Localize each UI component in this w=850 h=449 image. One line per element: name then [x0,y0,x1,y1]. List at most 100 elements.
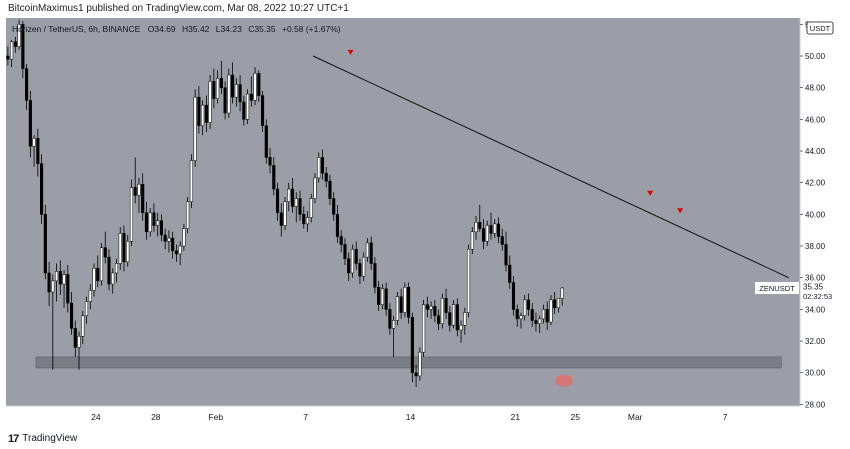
y-tick-label: 42.00 [805,179,826,188]
candle [204,95,208,133]
candle [208,75,212,129]
candle [290,177,295,213]
price-chart[interactable]: 52.0050.0048.0046.0044.0042.0040.0038.00… [0,18,850,429]
candle [373,257,377,294]
candle [219,60,223,95]
y-tick-label: 46.00 [805,115,826,124]
candle [317,152,321,183]
candle [81,310,85,345]
time-axis[interactable] [6,406,800,429]
candle [234,78,238,107]
candle [541,304,546,324]
candle [212,68,216,109]
candle [362,252,366,281]
candle [21,21,25,79]
candle [126,234,130,267]
candle [410,312,414,383]
candle [422,299,426,357]
candle [556,298,560,313]
candle [141,173,145,221]
candle [414,364,418,387]
resistance-trendline[interactable] [312,55,789,279]
candle [178,241,182,266]
x-tick-label: Mar [628,412,643,422]
candle [440,293,444,329]
candle [201,100,205,136]
candle [474,215,478,240]
y-tick-label: 50.00 [805,52,826,61]
candle [429,301,433,319]
candle [156,212,160,237]
candle [481,219,486,250]
candle [62,269,66,308]
candle [526,293,531,316]
candle [69,291,74,335]
candle [500,228,504,251]
candle [384,282,388,316]
candle [448,306,452,332]
candle [137,177,141,213]
candle [354,241,358,270]
candle [122,225,126,272]
candle [28,90,32,158]
candle [111,268,115,294]
candle [287,182,291,212]
candle [485,220,489,247]
candle [392,315,396,357]
candle [294,192,298,223]
candle [335,204,340,243]
candle [275,182,280,221]
candle [496,217,501,243]
candle [313,173,317,204]
candle [174,244,178,262]
candle [279,203,283,237]
candle [264,119,268,164]
y-tick-label: 36.00 [805,274,826,283]
candle [560,286,564,306]
candle [118,227,122,270]
candle [350,244,354,278]
candle [339,230,343,253]
candle [25,63,29,110]
currency-badge[interactable]: USDT [806,21,834,35]
x-tick-label: 14 [406,412,416,422]
highlight-circle [555,374,574,387]
candle [538,315,542,334]
candle [43,204,47,280]
tradingview-logo-icon: 17 [8,433,19,445]
y-tick-label: 38.00 [805,242,826,251]
candle [459,320,463,343]
candle [159,214,163,242]
candle [455,298,459,337]
open-value: 34.69 [154,24,176,34]
candle [144,201,149,240]
publication-byline: BitcoinMaximus1 published on TradingView… [8,3,349,14]
candle [380,284,384,310]
candle [369,236,373,270]
candle [189,154,193,209]
candle [227,68,231,118]
support-zone [35,356,782,369]
candle [302,206,306,229]
current-price-tag: ZENUSDT 35.35 02:32:53 [755,281,841,304]
change-value: +0.58 (+1.67%) [282,24,341,34]
price-axis[interactable] [800,18,850,406]
symbol-tag: ZENUSDT [759,284,795,293]
candle [186,196,190,234]
candle [534,312,538,332]
candle [452,299,456,329]
candle [511,276,516,316]
candle [332,192,336,221]
candle [88,284,92,310]
candle [283,196,287,231]
symbol-info-legend: Horizen / TetherUS, 6h, BINANCE O34.69 H… [12,24,341,34]
candle [99,242,104,286]
candle [407,282,411,324]
candle [114,258,119,283]
candle [216,70,220,104]
candle [167,230,171,253]
candle [223,81,227,120]
candle [92,263,96,297]
price-tag-countdown: 02:32:53 [803,292,832,301]
candle [418,347,422,381]
